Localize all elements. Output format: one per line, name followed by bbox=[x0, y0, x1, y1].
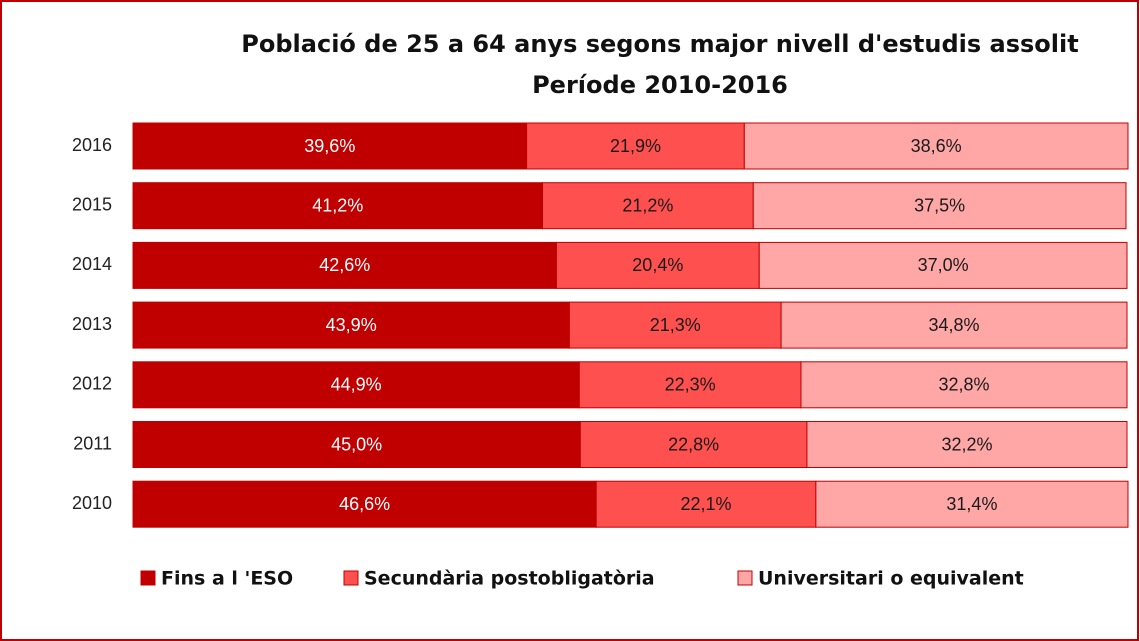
data-label: 44,9% bbox=[331, 375, 382, 395]
bar-segment bbox=[800, 361, 1128, 409]
data-label: 46,6% bbox=[339, 494, 390, 514]
data-label: 32,8% bbox=[938, 375, 989, 395]
bar-segment bbox=[132, 241, 557, 289]
bar-segment bbox=[132, 182, 544, 230]
bar-segment bbox=[780, 301, 1128, 349]
data-label: 21,9% bbox=[610, 136, 661, 156]
bar-segment bbox=[595, 480, 817, 528]
y-tick-label: 2010 bbox=[72, 493, 112, 513]
bar-segment bbox=[568, 301, 782, 349]
y-tick-label: 2013 bbox=[72, 314, 112, 334]
data-label: 21,2% bbox=[622, 195, 673, 215]
bar-segment bbox=[806, 421, 1128, 468]
legend-swatch bbox=[140, 570, 156, 586]
bar-segment bbox=[752, 182, 1127, 230]
bar-segment bbox=[132, 361, 580, 409]
bar-segment bbox=[526, 122, 745, 170]
y-tick-label: 2014 bbox=[72, 254, 112, 274]
data-label: 22,3% bbox=[665, 375, 716, 395]
chart-title: Població de 25 a 64 anys segons major ni… bbox=[241, 30, 1078, 58]
data-label: 22,1% bbox=[681, 494, 732, 514]
y-tick-label: 2016 bbox=[72, 135, 112, 155]
y-tick-label: 2011 bbox=[73, 433, 112, 453]
data-label: 32,2% bbox=[941, 434, 992, 454]
data-label: 41,2% bbox=[312, 195, 363, 215]
bar-segment bbox=[132, 122, 528, 170]
data-label: 21,3% bbox=[650, 315, 701, 335]
bar-segment bbox=[815, 480, 1129, 528]
legend-swatch bbox=[737, 570, 753, 586]
data-label: 37,0% bbox=[918, 255, 969, 275]
legend-label: Secundària postobligatòria bbox=[364, 568, 655, 590]
legend-label: Fins a l 'ESO bbox=[161, 568, 293, 590]
data-label: 20,4% bbox=[632, 255, 683, 275]
bar-segment bbox=[743, 122, 1129, 170]
data-label: 34,8% bbox=[929, 315, 980, 335]
bar-segment bbox=[132, 480, 597, 528]
y-tick-label: 2012 bbox=[72, 374, 112, 394]
bar-segment bbox=[579, 421, 808, 468]
data-label: 45,0% bbox=[331, 434, 382, 454]
data-label: 22,8% bbox=[668, 434, 719, 454]
chart-subtitle: Període 2010-2016 bbox=[532, 71, 788, 99]
data-label: 39,6% bbox=[304, 136, 355, 156]
legend-swatch bbox=[343, 570, 359, 586]
data-label: 42,6% bbox=[319, 255, 370, 275]
data-label: 37,5% bbox=[914, 195, 965, 215]
bar-segment bbox=[555, 241, 760, 289]
bar-segment bbox=[542, 182, 754, 230]
data-label: 38,6% bbox=[911, 136, 962, 156]
data-label: 43,9% bbox=[326, 315, 377, 335]
legend-label: Universitari o equivalent bbox=[758, 568, 1024, 590]
bar-segment bbox=[758, 241, 1128, 289]
bar-segment bbox=[132, 421, 581, 468]
data-label: 31,4% bbox=[946, 494, 997, 514]
y-tick-label: 2015 bbox=[72, 194, 112, 214]
